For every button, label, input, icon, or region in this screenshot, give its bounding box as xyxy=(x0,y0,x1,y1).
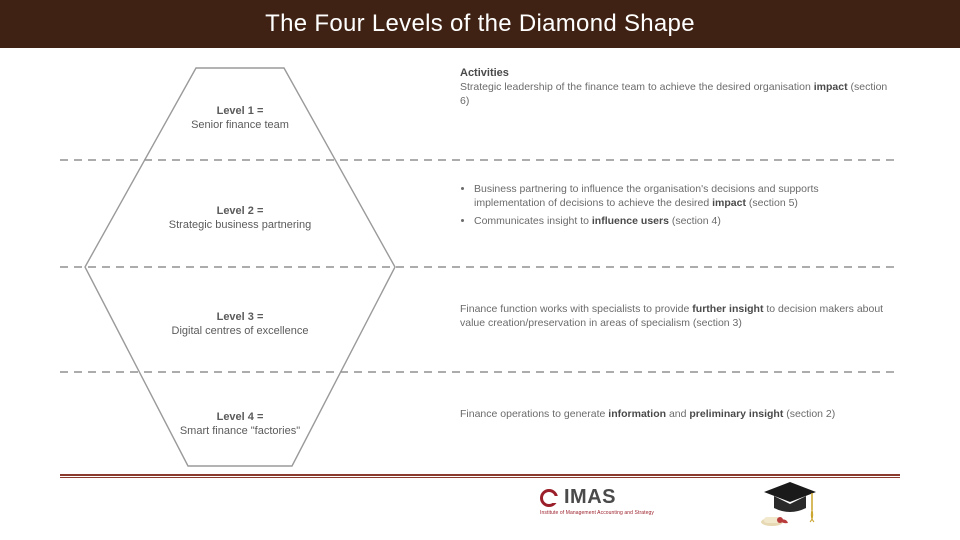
activity-block-3: Finance function works with specialists … xyxy=(460,302,890,330)
brand-logo: IMAS xyxy=(540,486,616,509)
graduation-cap-icon xyxy=(760,478,820,533)
level-3-label: Level 3 =Digital centres of excellence xyxy=(172,310,309,339)
level-1-label: Level 1 =Senior finance team xyxy=(191,104,289,133)
logo-ring-icon xyxy=(540,489,558,507)
logo-text: IMAS xyxy=(564,486,616,509)
footer-rule-1 xyxy=(60,474,900,476)
level-4-label: Level 4 =Smart finance "factories" xyxy=(180,410,300,439)
activity-block-4: Finance operations to generate informati… xyxy=(460,407,890,421)
slide: The Four Levels of the Diamond Shape Lev… xyxy=(0,0,960,540)
slide-title: The Four Levels of the Diamond Shape xyxy=(265,10,695,38)
activity-block-2: Business partnering to influence the org… xyxy=(460,182,890,233)
title-bar: The Four Levels of the Diamond Shape xyxy=(0,0,960,48)
logo-subtitle: Institute of Management Accounting and S… xyxy=(540,510,654,516)
level-2-label: Level 2 =Strategic business partnering xyxy=(169,204,311,233)
activity-block-1: Strategic leadership of the finance team… xyxy=(460,80,890,108)
content-area: Level 1 =Senior finance team Level 2 =Str… xyxy=(60,62,900,472)
activities-header: Activities xyxy=(460,67,509,79)
